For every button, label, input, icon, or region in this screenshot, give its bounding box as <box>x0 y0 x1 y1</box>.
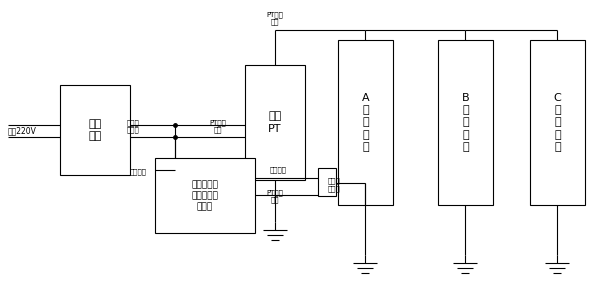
Text: 市电220V: 市电220V <box>8 126 37 136</box>
Bar <box>318 168 336 196</box>
Text: A
相
避
雷
器: A 相 避 雷 器 <box>362 93 369 152</box>
Text: 电压测量: 电压测量 <box>129 169 147 175</box>
Text: 高压
PT: 高压 PT <box>268 111 282 134</box>
Text: 变频
电源: 变频 电源 <box>88 119 102 141</box>
Bar <box>245 65 305 180</box>
Text: C
相
避
雷
器: C 相 避 雷 器 <box>554 93 561 152</box>
Bar <box>338 40 393 205</box>
Text: PT高压
输出: PT高压 输出 <box>267 11 284 25</box>
Text: 变频电
源输出: 变频电 源输出 <box>127 119 139 133</box>
Bar <box>60 85 130 175</box>
Bar <box>530 40 585 205</box>
Text: 容电流
互感器: 容电流 互感器 <box>328 178 341 192</box>
Text: PT低压
端子: PT低压 端子 <box>210 119 227 133</box>
Bar <box>155 158 255 233</box>
Bar <box>438 40 493 205</box>
Text: PT外壳
接地: PT外壳 接地 <box>267 189 284 203</box>
Text: 高精度强抗
干扰选频测
量装置: 高精度强抗 干扰选频测 量装置 <box>192 180 218 211</box>
Text: B
相
避
雷
器: B 相 避 雷 器 <box>462 93 469 152</box>
Text: 电流测量: 电流测量 <box>269 167 287 173</box>
